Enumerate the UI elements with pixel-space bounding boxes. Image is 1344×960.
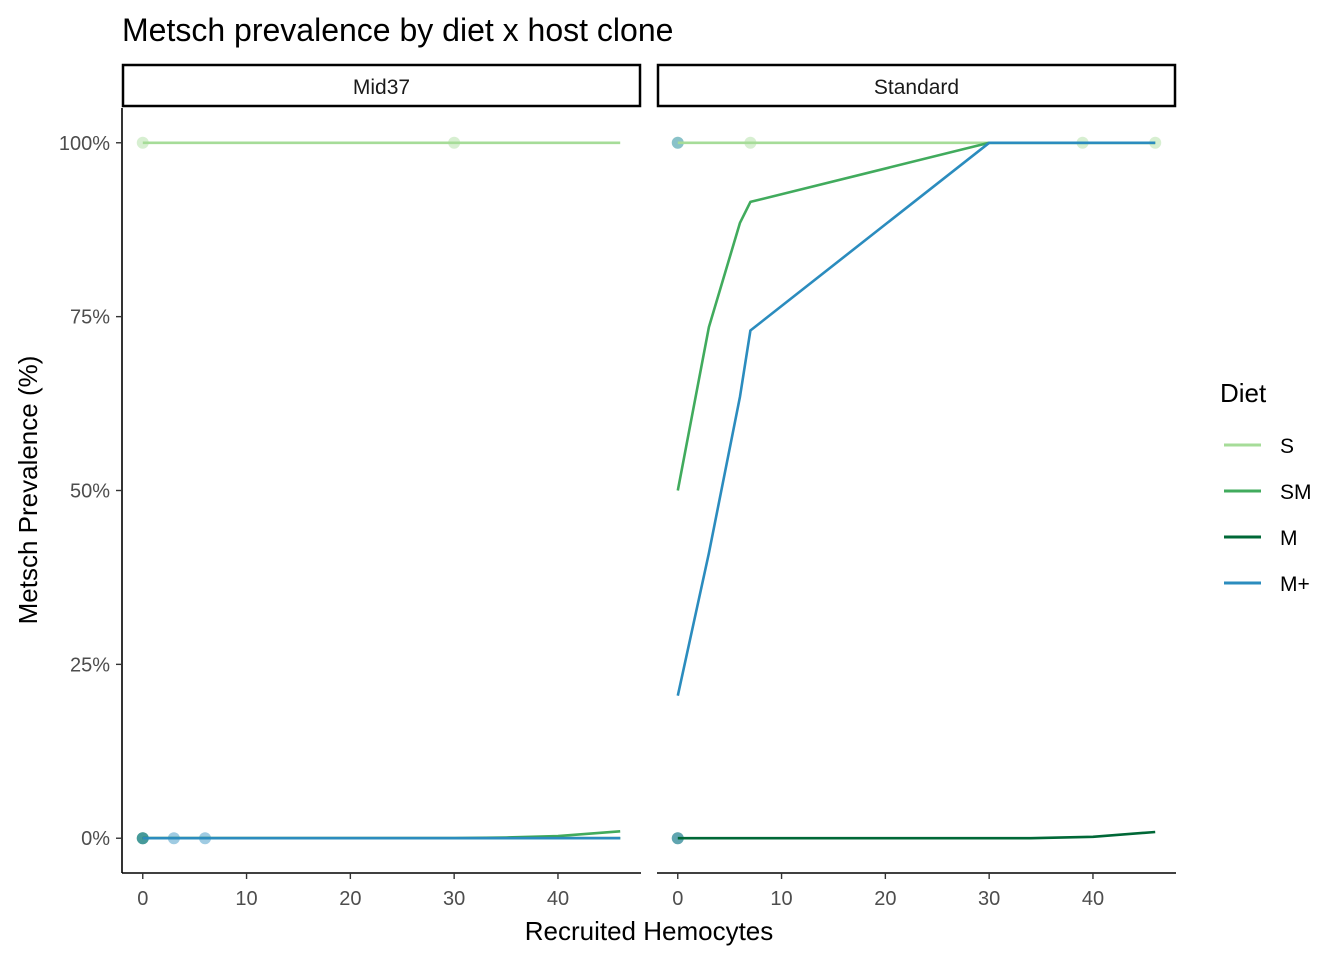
series-line-m (677, 830, 1156, 840)
legend-item-s: S (1224, 435, 1294, 458)
legend-label: SM (1280, 481, 1312, 504)
x-tick-label: 0 (672, 888, 683, 910)
x-axis-title: Recruited Hemocytes (525, 916, 774, 946)
y-tick-label: 0% (81, 828, 110, 850)
facet-panel-mid37: Mid37 0% 25% 50% 75% 100% 0 10 20 30 40 (59, 63, 642, 910)
x-tick-label: 20 (874, 888, 896, 910)
data-point-mplus (671, 832, 684, 845)
data-point-m (136, 832, 149, 845)
data-point-s (136, 136, 149, 149)
x-tick-label: 10 (235, 888, 257, 910)
x-tick-label: 20 (339, 888, 361, 910)
facet-strip-label: Mid37 (353, 76, 410, 99)
data-point-s (671, 136, 684, 149)
x-tick-label: 30 (978, 888, 1000, 910)
legend-item-sm: SM (1224, 481, 1312, 504)
y-tick-label: 100% (59, 133, 110, 155)
y-axis-title: Metsch Prevalence (%) (13, 356, 43, 625)
legend-label: S (1280, 435, 1294, 458)
y-tick-label: 25% (70, 654, 110, 676)
facet-panel-standard: Standard 0 10 20 30 40 (656, 63, 1177, 910)
legend-label: M (1280, 527, 1298, 550)
x-tick-label: 40 (547, 888, 569, 910)
data-point-s (1149, 136, 1162, 149)
legend-item-mplus: M+ (1224, 573, 1310, 596)
y-tick-label: 50% (70, 481, 110, 503)
legend-item-m: M (1224, 527, 1298, 550)
facet-strip (656, 63, 1177, 108)
data-point-sm (136, 832, 149, 845)
x-tick-label: 40 (1082, 888, 1104, 910)
legend: Diet S SM M M+ (1220, 378, 1312, 596)
facet-panels: Mid37 0% 25% 50% 75% 100% 0 10 20 30 40 Standard 0 10… (59, 63, 1177, 910)
facet-strip (121, 63, 642, 108)
legend-label: M+ (1280, 573, 1310, 596)
data-point-mplus (671, 136, 684, 149)
y-tick-label: 75% (70, 307, 110, 329)
x-tick-label: 30 (443, 888, 465, 910)
x-tick-label: 10 (770, 888, 792, 910)
data-point-mplus (136, 832, 149, 845)
x-tick-label: 0 (137, 888, 148, 910)
data-point-m (671, 832, 684, 845)
chart-title: Metsch prevalence by diet x host clone (122, 12, 673, 48)
series-line-mplus (676, 141, 1156, 696)
legend-title: Diet (1220, 378, 1267, 408)
series-line-sm (676, 141, 1156, 491)
facet-strip-label: Standard (874, 76, 959, 99)
